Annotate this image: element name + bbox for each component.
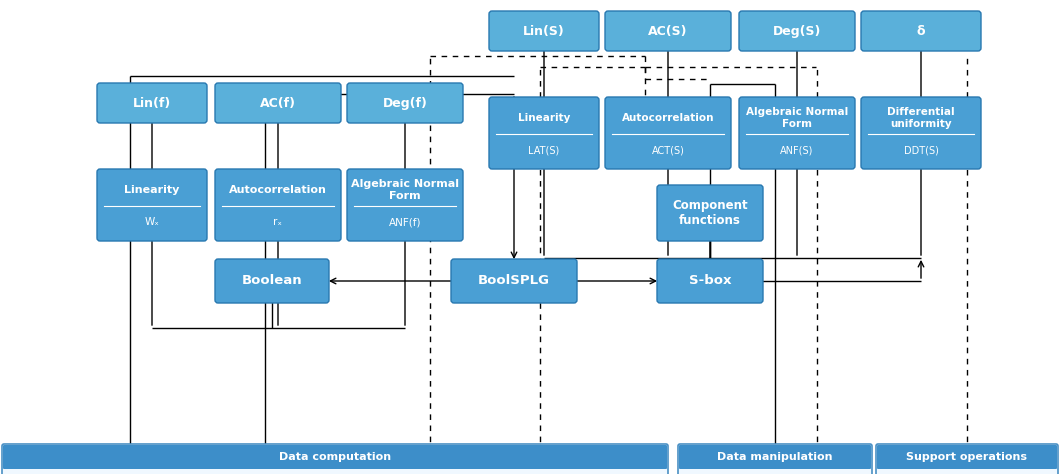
- Text: S-box: S-box: [689, 274, 731, 288]
- Text: AC(f): AC(f): [260, 97, 296, 109]
- FancyBboxPatch shape: [876, 444, 1058, 474]
- FancyBboxPatch shape: [740, 97, 855, 169]
- Text: δ: δ: [917, 25, 925, 37]
- Text: Data manipulation: Data manipulation: [717, 452, 833, 462]
- Text: Linearity: Linearity: [124, 185, 179, 195]
- FancyBboxPatch shape: [605, 11, 731, 51]
- Text: DDT(S): DDT(S): [904, 145, 938, 155]
- FancyBboxPatch shape: [860, 97, 981, 169]
- FancyBboxPatch shape: [489, 97, 599, 169]
- Text: Algebraic Normal
Form: Algebraic Normal Form: [351, 179, 459, 201]
- Text: Support operations: Support operations: [906, 452, 1027, 462]
- Text: Differential
uniformity: Differential uniformity: [887, 107, 955, 128]
- Text: LAT(S): LAT(S): [528, 145, 559, 155]
- Text: Linearity: Linearity: [518, 113, 570, 123]
- FancyBboxPatch shape: [2, 444, 668, 474]
- FancyBboxPatch shape: [605, 97, 731, 169]
- Text: Autocorrelation: Autocorrelation: [622, 113, 714, 123]
- FancyBboxPatch shape: [97, 169, 207, 241]
- Text: Autocorrelation: Autocorrelation: [229, 185, 327, 195]
- Text: ACT(S): ACT(S): [651, 145, 684, 155]
- FancyBboxPatch shape: [657, 259, 763, 303]
- FancyBboxPatch shape: [860, 11, 981, 51]
- Text: Boolean: Boolean: [242, 274, 302, 288]
- FancyBboxPatch shape: [347, 83, 463, 123]
- Text: BoolSPLG: BoolSPLG: [479, 274, 550, 288]
- Text: rₓ: rₓ: [274, 217, 282, 227]
- FancyBboxPatch shape: [657, 185, 763, 241]
- FancyBboxPatch shape: [451, 259, 577, 303]
- Text: Lin(S): Lin(S): [523, 25, 564, 37]
- Text: Deg(S): Deg(S): [772, 25, 821, 37]
- Text: ANF(S): ANF(S): [780, 145, 814, 155]
- FancyBboxPatch shape: [489, 11, 599, 51]
- Text: Algebraic Normal
Form: Algebraic Normal Form: [746, 107, 848, 128]
- FancyBboxPatch shape: [215, 259, 329, 303]
- Text: Lin(f): Lin(f): [133, 97, 171, 109]
- FancyBboxPatch shape: [3, 445, 667, 469]
- Text: Component
functions: Component functions: [673, 199, 748, 227]
- FancyBboxPatch shape: [679, 445, 871, 469]
- FancyBboxPatch shape: [215, 169, 341, 241]
- FancyBboxPatch shape: [97, 83, 207, 123]
- FancyBboxPatch shape: [215, 83, 341, 123]
- Text: Wₓ: Wₓ: [144, 217, 159, 227]
- Text: Data computation: Data computation: [279, 452, 392, 462]
- FancyBboxPatch shape: [347, 169, 463, 241]
- Text: ANF(f): ANF(f): [388, 217, 421, 227]
- FancyBboxPatch shape: [877, 445, 1057, 469]
- Text: AC(S): AC(S): [648, 25, 688, 37]
- FancyBboxPatch shape: [678, 444, 872, 474]
- FancyBboxPatch shape: [740, 11, 855, 51]
- Text: Deg(f): Deg(f): [383, 97, 428, 109]
